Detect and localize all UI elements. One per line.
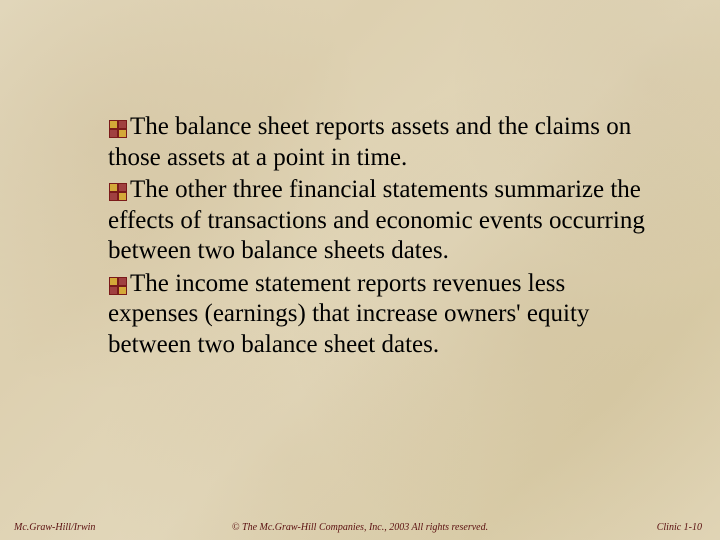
bullet-icon [108, 274, 128, 294]
bullet-icon [108, 117, 128, 137]
bullet-icon [108, 180, 128, 200]
list-item: The income statement reports revenues le… [108, 269, 660, 361]
footer: Mc.Graw-Hill/Irwin © The Mc.Graw-Hill Co… [0, 515, 720, 533]
bullet-list: The balance sheet reports assets and the… [108, 112, 660, 362]
slide: The balance sheet reports assets and the… [0, 0, 720, 540]
bullet-text: The income statement reports revenues le… [108, 270, 589, 358]
list-item: The balance sheet reports assets and the… [108, 112, 660, 173]
list-item: The other three financial statements sum… [108, 175, 660, 267]
bullet-text: The other three financial statements sum… [108, 176, 645, 264]
footer-right: Clinic 1-10 [657, 522, 702, 533]
bullet-text: The balance sheet reports assets and the… [108, 113, 631, 171]
footer-left: Mc.Graw-Hill/Irwin [14, 522, 95, 533]
footer-center: © The Mc.Graw-Hill Companies, Inc., 2003… [232, 522, 488, 533]
